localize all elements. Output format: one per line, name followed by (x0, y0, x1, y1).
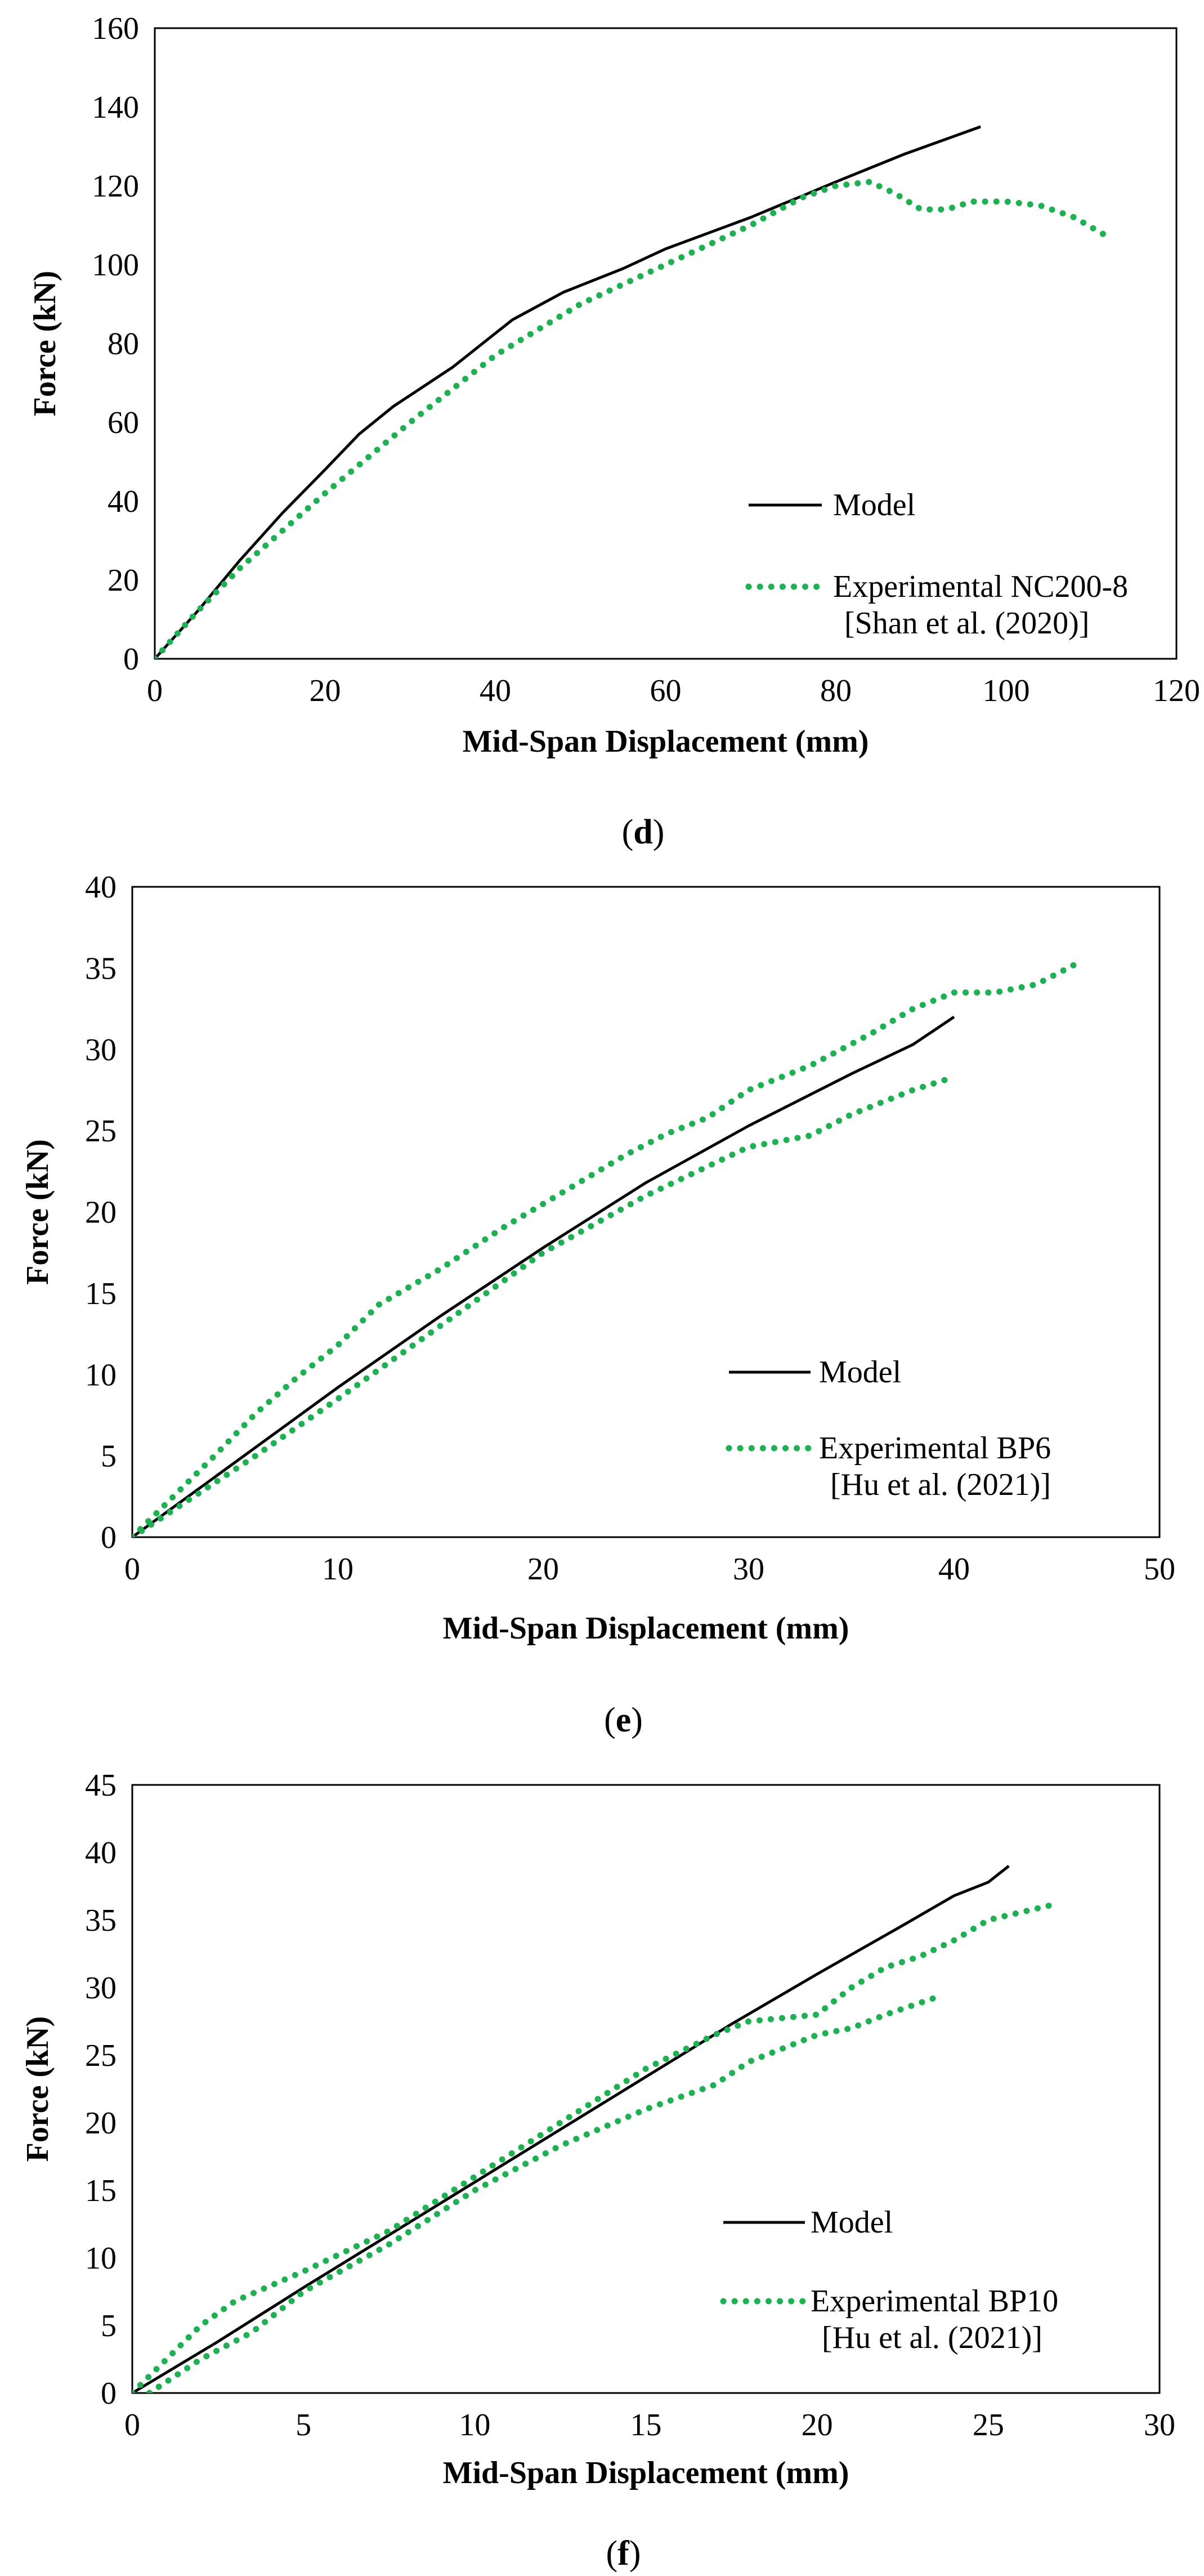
y-tick-label: 45 (85, 1768, 117, 1803)
x-tick-label: 50 (1144, 1552, 1175, 1587)
y-tick-label: 0 (101, 2376, 117, 2411)
chart-panel-f: 0 5 10 15 20 25 30 0 5 10 15 20 25 30 35 40 45 Mid-Span D… (20, 1768, 1175, 2573)
y-tick-label: 10 (85, 2241, 117, 2276)
y-tick-label: 30 (85, 1971, 117, 2006)
y-axis-label: Force (kN) (20, 1139, 55, 1285)
y-tick-label: 60 (108, 405, 139, 440)
x-tick-label: 10 (459, 2408, 490, 2443)
series-line-model (132, 1015, 955, 1537)
y-tick-label: 15 (85, 1276, 117, 1311)
x-tick-label: 20 (802, 2408, 833, 2443)
y-tick-label: 35 (85, 1903, 117, 1938)
chart-panel-d: 0 20 40 60 80 100 120 0 20 40 60 80 100 120 140 160 Mid-… (28, 11, 1200, 851)
caption-letter: d (633, 813, 652, 851)
x-tick-label: 30 (1144, 2408, 1175, 2443)
y-tick-label: 5 (101, 1439, 117, 1474)
x-axis-label: Mid-Span Displacement (mm) (463, 724, 869, 759)
panel-caption: (e) (604, 1701, 643, 1739)
legend-experimental-reference: [Hu et al. (2021)] (830, 1467, 1051, 1502)
x-axis-label: Mid-Span Displacement (mm) (443, 1611, 849, 1646)
series-line-model (132, 1865, 1010, 2393)
x-tick-label: 25 (973, 2408, 1004, 2443)
series-line-experimental-bp10-unloading- (146, 1994, 941, 2393)
legend-model-label: Model (811, 2205, 893, 2240)
y-tick-label: 40 (85, 870, 117, 905)
plot-area-frame (131, 886, 1161, 1538)
x-tick-label: 20 (527, 1552, 559, 1587)
x-tick-label: 60 (650, 673, 682, 708)
series-line-experimental-bp10 (132, 1900, 1060, 2393)
x-tick-label: 5 (296, 2408, 311, 2443)
y-tick-label: 120 (92, 169, 139, 204)
y-axis-label: Force (kN) (20, 2016, 55, 2162)
y-tick-label: 20 (85, 1195, 117, 1230)
legend-experimental-label: Experimental BP10 (811, 2284, 1058, 2319)
x-tick-label: 0 (124, 2408, 140, 2443)
x-tick-label: 100 (983, 673, 1030, 708)
x-tick-label: 20 (310, 673, 341, 708)
y-tick-label: 35 (85, 951, 117, 986)
y-tick-label: 160 (92, 11, 139, 46)
caption-letter: f (617, 2534, 630, 2573)
x-axis-label: Mid-Span Displacement (mm) (443, 2456, 849, 2490)
series-line-experimental-bp6 (132, 960, 1081, 1537)
y-tick-label: 0 (123, 642, 139, 677)
caption-paren-open: ( (622, 813, 634, 851)
x-tick-label: 80 (820, 673, 852, 708)
caption-paren-close: ) (631, 1701, 643, 1739)
y-tick-label: 100 (92, 248, 139, 283)
series-line-experimental-bp6-unloading- (132, 1074, 957, 1537)
y-tick-label: 30 (85, 1033, 117, 1068)
plot-area-frame (154, 27, 1178, 660)
legend: Model Experimental BP6[Hu et al. (2021)] (726, 1355, 1051, 1502)
y-tick-label: 0 (101, 1520, 117, 1555)
caption-letter: e (616, 1701, 632, 1739)
plot-area-frame (131, 1784, 1161, 2394)
x-tick-label: 0 (124, 1552, 140, 1587)
panel-caption: (d) (622, 813, 665, 851)
y-tick-label: 15 (85, 2173, 117, 2208)
chart-panel-e: 0 10 20 30 40 50 0 5 10 15 20 25 30 35 40 Mid-Span Disp… (20, 870, 1175, 1739)
y-axis-label: Force (kN) (28, 271, 62, 417)
y-tick-label: 5 (101, 2309, 117, 2343)
y-tick-label: 10 (85, 1358, 117, 1392)
y-tick-label: 40 (108, 484, 139, 519)
y-tick-label: 25 (85, 2038, 117, 2073)
legend: Model Experimental BP10[Hu et al. (2021)] (720, 2205, 1058, 2355)
legend-model-label: Model (819, 1355, 901, 1390)
x-tick-label: 0 (147, 673, 163, 708)
x-tick-label: 40 (480, 673, 511, 708)
x-tick-label: 15 (630, 2408, 662, 2443)
caption-paren-open: ( (604, 1701, 616, 1739)
x-tick-label: 120 (1153, 673, 1200, 708)
legend-model-label: Model (833, 488, 915, 523)
y-tick-label: 80 (108, 327, 139, 361)
y-tick-label: 140 (92, 90, 139, 125)
legend-experimental-reference: [Hu et al. (2021)] (822, 2320, 1042, 2355)
caption-paren-close: ) (653, 813, 665, 851)
y-tick-label: 25 (85, 1114, 117, 1149)
legend: Model Experimental NC200-8[Shan et al. (2… (745, 488, 1128, 641)
panel-caption: (f) (606, 2534, 641, 2573)
caption-paren-close: ) (629, 2534, 641, 2573)
x-tick-label: 40 (938, 1552, 970, 1587)
y-tick-label: 20 (108, 563, 139, 598)
y-tick-label: 40 (85, 1836, 117, 1870)
caption-paren-open: ( (606, 2534, 618, 2573)
y-tick-label: 20 (85, 2106, 117, 2141)
x-tick-label: 30 (733, 1552, 764, 1587)
x-tick-label: 10 (322, 1552, 353, 1587)
legend-experimental-reference: [Shan et al. (2020)] (844, 606, 1089, 641)
legend-experimental-label: Experimental NC200-8 (833, 569, 1128, 604)
legend-experimental-label: Experimental BP6 (819, 1431, 1051, 1466)
